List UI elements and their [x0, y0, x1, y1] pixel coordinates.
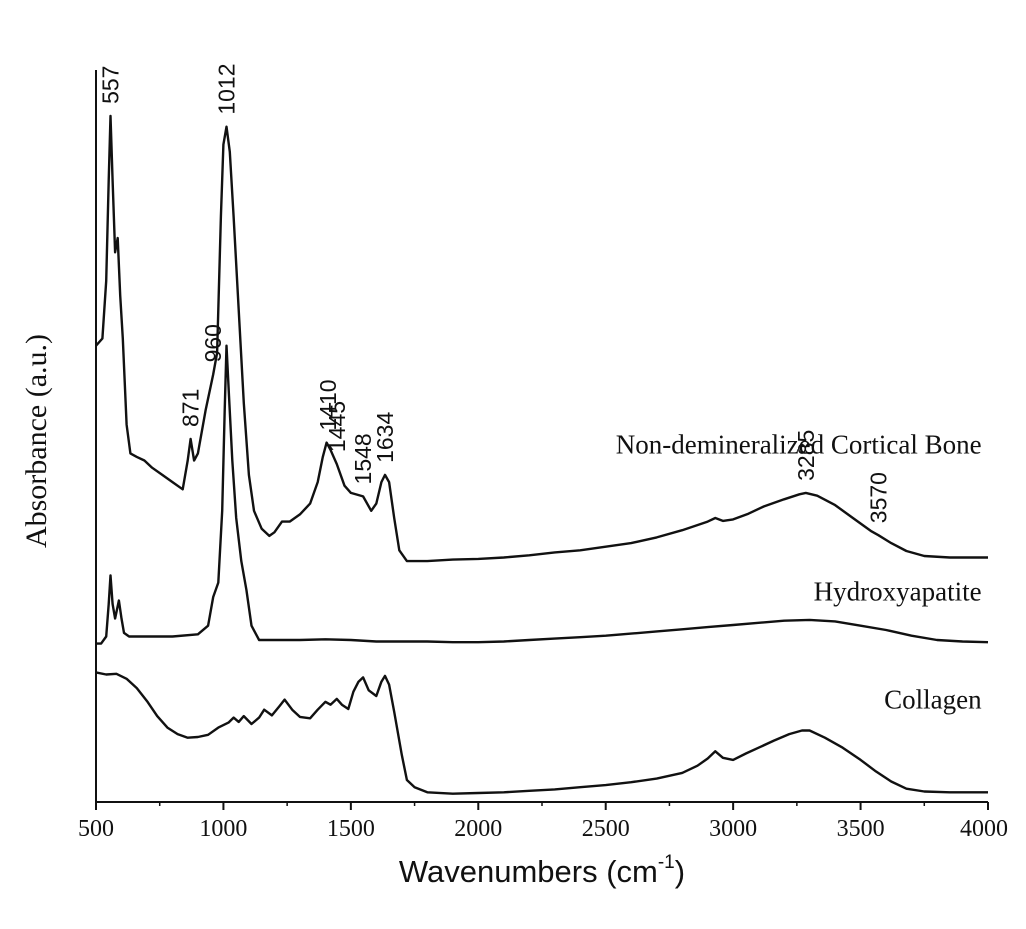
series-name-label: Non-demineralized Cortical Bone — [616, 429, 982, 459]
series-labels: Non-demineralized Cortical Bone Hydroxyap… — [616, 429, 982, 714]
peak-label: 3570 — [865, 472, 891, 523]
series-line-1 — [96, 344, 989, 645]
x-ticks: 500 1000 1500 2000 2500 3000 3500 4000 — [78, 802, 1008, 842]
x-tick-label: 500 — [78, 816, 114, 842]
peak-label: 1445 — [324, 401, 350, 452]
series-name-label: Hydroxyapatite — [814, 577, 982, 607]
x-tick-label: 3500 — [837, 816, 885, 842]
peak-label: 3285 — [793, 430, 819, 481]
x-tick-label: 4000 — [960, 816, 1008, 842]
y-axis-title: Absorbance (a.u.) — [20, 334, 53, 548]
x-tick-label: 3000 — [709, 816, 757, 842]
x-tick-label: 1500 — [327, 816, 375, 842]
x-tick-label: 2000 — [454, 816, 502, 842]
peak-label: 1548 — [350, 433, 376, 484]
series-line-2 — [95, 671, 988, 795]
peak-label: 1012 — [213, 63, 239, 114]
x-axis-title: Wavenumbers (cm-1) — [399, 852, 685, 889]
x-tick-label: 1000 — [199, 816, 247, 842]
peak-label: 1634 — [372, 412, 398, 463]
peak-label: 557 — [98, 66, 124, 104]
series-name-label: Collagen — [884, 684, 982, 714]
x-tick-label: 2500 — [582, 816, 630, 842]
spectra-lines — [95, 114, 989, 795]
x-axis-title-suffix: ) — [675, 854, 685, 889]
peak-label: 960 — [200, 324, 226, 362]
peak-label: 871 — [178, 389, 204, 427]
x-axis-title-superscript: -1 — [658, 852, 675, 873]
x-axis-title-main: Wavenumbers (cm — [399, 854, 658, 889]
series-line-0 — [95, 114, 988, 563]
peak-label: 1410 — [315, 379, 341, 430]
axes: 500 1000 1500 2000 2500 3000 3500 4000 — [78, 70, 1008, 842]
